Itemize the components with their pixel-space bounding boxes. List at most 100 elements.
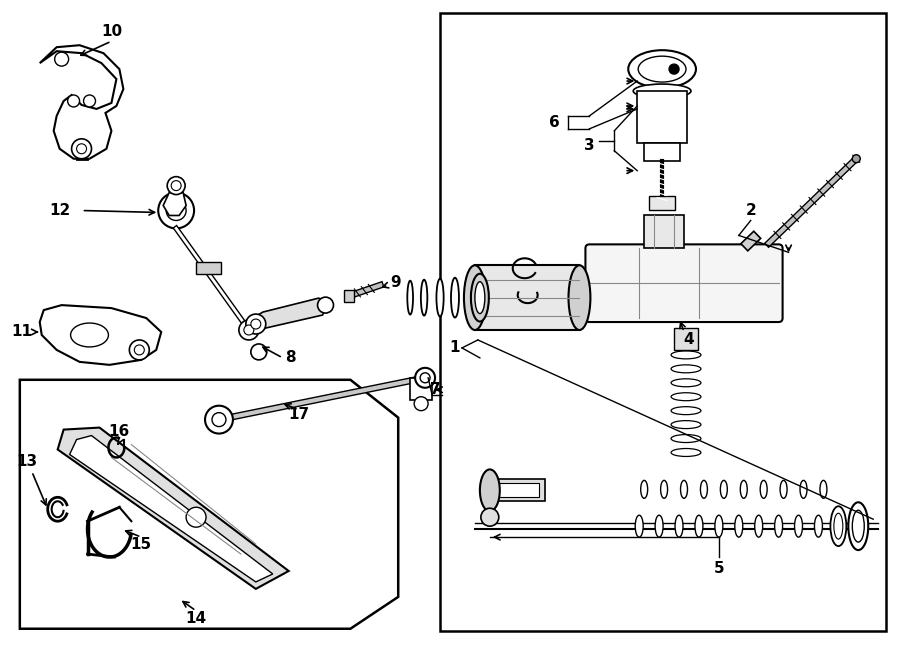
Circle shape: [68, 95, 79, 107]
Text: 11: 11: [12, 325, 32, 340]
Text: 10: 10: [101, 24, 122, 39]
Ellipse shape: [755, 515, 762, 537]
Text: 17: 17: [288, 407, 310, 422]
Circle shape: [72, 139, 92, 159]
Ellipse shape: [775, 515, 783, 537]
Ellipse shape: [715, 515, 723, 537]
Circle shape: [84, 95, 95, 107]
Text: 7: 7: [430, 382, 440, 397]
Ellipse shape: [734, 515, 742, 537]
Ellipse shape: [655, 515, 663, 537]
Bar: [440, 13, 886, 631]
Circle shape: [205, 406, 233, 434]
Polygon shape: [40, 45, 123, 159]
Circle shape: [212, 412, 226, 426]
Text: 14: 14: [185, 611, 207, 626]
Ellipse shape: [675, 515, 683, 537]
Bar: [644, 215, 684, 249]
Bar: [741, 231, 760, 251]
Ellipse shape: [641, 481, 648, 498]
Ellipse shape: [700, 481, 707, 498]
Ellipse shape: [671, 434, 701, 442]
Ellipse shape: [671, 407, 701, 414]
Circle shape: [186, 507, 206, 527]
Circle shape: [166, 200, 186, 221]
Ellipse shape: [741, 481, 747, 498]
Text: 2: 2: [745, 203, 756, 218]
Ellipse shape: [634, 84, 691, 98]
Circle shape: [318, 297, 334, 313]
Text: 6: 6: [549, 116, 560, 130]
FancyBboxPatch shape: [585, 245, 783, 322]
Ellipse shape: [820, 481, 827, 498]
Ellipse shape: [800, 481, 807, 498]
Ellipse shape: [661, 481, 668, 498]
Ellipse shape: [852, 510, 864, 542]
Ellipse shape: [436, 279, 444, 317]
Circle shape: [852, 155, 860, 163]
Circle shape: [415, 368, 435, 388]
Text: 16: 16: [109, 424, 130, 439]
Circle shape: [158, 192, 194, 229]
Ellipse shape: [421, 280, 428, 315]
Text: 8: 8: [285, 350, 296, 366]
Ellipse shape: [480, 469, 500, 511]
Ellipse shape: [70, 323, 108, 347]
Bar: [475, 265, 580, 330]
Circle shape: [55, 52, 68, 66]
Circle shape: [238, 320, 259, 340]
Ellipse shape: [671, 420, 701, 428]
Text: 4: 4: [684, 332, 694, 348]
Ellipse shape: [834, 515, 842, 537]
Ellipse shape: [795, 515, 803, 537]
Text: 12: 12: [49, 203, 70, 218]
Ellipse shape: [464, 265, 486, 330]
Circle shape: [251, 344, 266, 360]
Text: 9: 9: [390, 275, 400, 290]
Ellipse shape: [760, 481, 767, 498]
Ellipse shape: [475, 282, 485, 313]
Ellipse shape: [720, 481, 727, 498]
Polygon shape: [69, 436, 273, 582]
Ellipse shape: [695, 515, 703, 537]
Text: 15: 15: [130, 537, 152, 551]
Ellipse shape: [638, 56, 686, 82]
Ellipse shape: [451, 278, 459, 317]
Circle shape: [420, 373, 430, 383]
Text: 3: 3: [584, 138, 595, 153]
Circle shape: [171, 180, 181, 190]
Circle shape: [669, 64, 679, 74]
Ellipse shape: [671, 365, 701, 373]
Ellipse shape: [854, 515, 862, 537]
Ellipse shape: [471, 274, 489, 321]
Ellipse shape: [831, 506, 846, 546]
Text: 13: 13: [16, 454, 37, 469]
Bar: [196, 262, 221, 274]
Bar: [496, 483, 538, 497]
Ellipse shape: [814, 515, 823, 537]
Circle shape: [481, 508, 499, 526]
Circle shape: [76, 144, 86, 154]
Bar: [649, 196, 675, 210]
Polygon shape: [40, 305, 161, 365]
Ellipse shape: [680, 481, 688, 498]
Ellipse shape: [780, 481, 788, 498]
Ellipse shape: [834, 513, 842, 539]
Ellipse shape: [671, 449, 701, 457]
Text: 1: 1: [450, 340, 460, 356]
Ellipse shape: [671, 393, 701, 401]
Ellipse shape: [569, 265, 590, 330]
Polygon shape: [20, 380, 398, 629]
Bar: [674, 328, 698, 350]
Polygon shape: [58, 428, 289, 589]
Text: 5: 5: [714, 561, 724, 576]
Ellipse shape: [408, 281, 413, 315]
Bar: [644, 143, 680, 161]
Circle shape: [167, 176, 185, 194]
Bar: [637, 91, 687, 143]
Circle shape: [414, 397, 428, 410]
Ellipse shape: [628, 50, 696, 88]
Circle shape: [251, 319, 261, 329]
Circle shape: [134, 345, 144, 355]
Bar: [410, 378, 432, 400]
